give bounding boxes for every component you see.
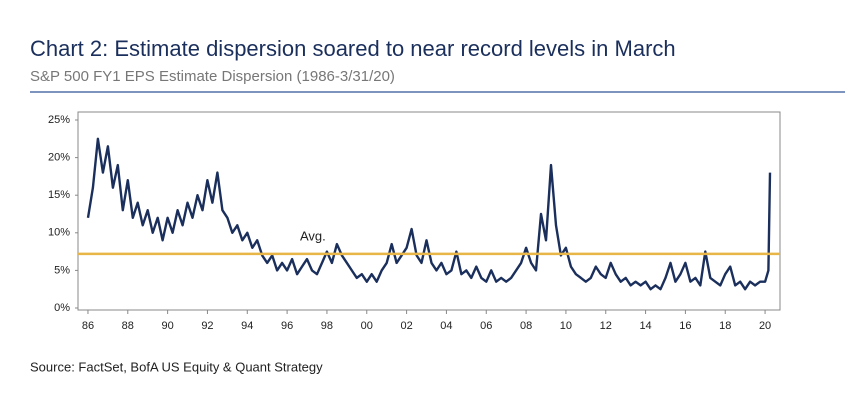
x-tick-label: 90 [161,320,173,332]
x-tick-label: 00 [361,320,373,332]
y-tick-label: 5% [54,264,70,276]
x-tick-label: 06 [480,320,492,332]
chart-title: Chart 2: Estimate dispersion soared to n… [30,36,676,61]
x-tick-label: 02 [400,320,412,332]
y-tick-label: 20% [48,152,70,164]
data-line [86,137,772,291]
chart-subtitle: S&P 500 FY1 EPS Estimate Dispersion (198… [30,68,395,85]
plot-frame [77,111,781,311]
x-tick-label: 12 [600,320,612,332]
x-tick-label: 86 [82,320,94,332]
x-tick-label: 18 [719,320,731,332]
x-tick-label: 88 [122,320,134,332]
x-tick-label: 96 [281,320,293,332]
x-tick-label: 94 [241,320,253,332]
average-label: Avg. [300,228,326,243]
x-tick-label: 14 [639,320,651,332]
y-tick-label: 10% [48,227,70,239]
y-tick-label: 15% [48,189,70,201]
x-tick-label: 08 [520,320,532,332]
y-tick-label: 25% [48,114,70,126]
x-tick-label: 92 [201,320,213,332]
y-tick-label: 0% [54,302,70,314]
x-tick-label: 20 [759,320,771,332]
x-tick-label: 04 [440,320,452,332]
x-tick-label: 10 [560,320,572,332]
x-tick-label: 16 [679,320,691,332]
x-tick-label: 98 [321,320,333,332]
source-note: Source: FactSet, BofA US Equity & Quant … [30,359,323,374]
